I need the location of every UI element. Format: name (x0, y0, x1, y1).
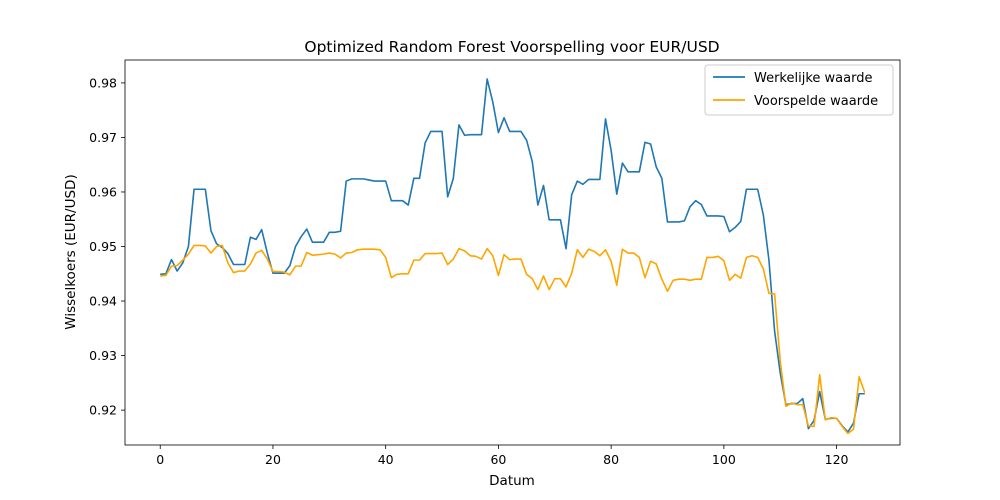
legend-label-werkelijke: Werkelijke waarde (754, 71, 872, 86)
y-tick-label: 0.95 (89, 239, 117, 254)
series-line-0 (160, 78, 865, 433)
y-tick-label: 0.97 (89, 130, 117, 145)
x-tick-label: 60 (490, 452, 506, 467)
y-tick-label: 0.96 (89, 184, 117, 199)
y-axis-label: Wisselkoers (EUR/USD) (63, 174, 79, 329)
x-axis-ticks: 0 20 40 60 80 100 120 (156, 445, 849, 467)
x-tick-label: 120 (825, 452, 849, 467)
y-tick-label: 0.92 (89, 403, 117, 418)
chart-title: Optimized Random Forest Voorspelling voo… (304, 38, 719, 56)
x-tick-label: 0 (156, 452, 164, 467)
x-tick-label: 40 (378, 452, 394, 467)
y-axis-ticks: 0.92 0.93 0.94 0.95 0.96 0.97 0.98 (89, 75, 125, 418)
plot-series (160, 78, 866, 435)
plot-area-frame (124, 59, 901, 446)
y-tick-label: 0.94 (89, 294, 117, 309)
y-tick-label: 0.93 (89, 348, 117, 363)
legend-frame (704, 64, 894, 116)
legend-label-voorspelde: Voorspelde waarde (754, 94, 878, 109)
legend: Werkelijke waarde Voorspelde waarde (704, 64, 894, 116)
x-tick-label: 80 (603, 452, 619, 467)
x-tick-label: 20 (265, 452, 281, 467)
series-line-1 (160, 244, 866, 435)
x-axis-label: Datum (489, 473, 535, 489)
x-tick-label: 100 (712, 452, 736, 467)
y-tick-label: 0.98 (89, 75, 117, 90)
